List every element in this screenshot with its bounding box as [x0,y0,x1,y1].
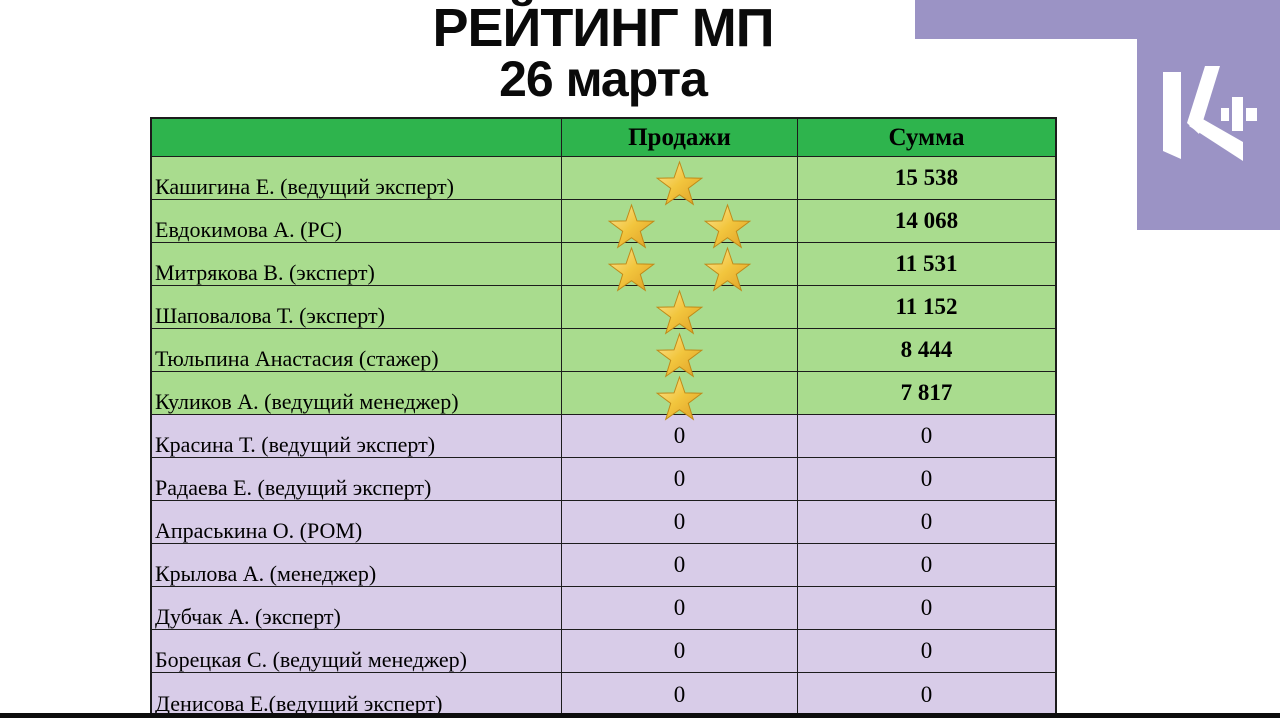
sales-cell [562,243,798,291]
employee-name: Денисова Е.(ведущий эксперт) [152,673,562,716]
star-icon [656,160,703,205]
sum-cell: 0 [798,544,1055,587]
star-icon [656,289,703,334]
sales-cell [562,157,798,205]
table-row: Красина Т. (ведущий эксперт) 0 0 [152,415,1055,458]
employee-name: Апраськина О. (РОМ) [152,501,562,544]
sum-cell: 7 817 [798,372,1055,415]
sales-cell: 0 [562,544,798,587]
table-row: Апраськина О. (РОМ) 0 0 [152,501,1055,544]
sales-cell: 0 [562,501,798,544]
top-right-decor-bar [915,0,1280,39]
sum-cell: 0 [798,415,1055,458]
sales-cell: 0 [562,458,798,501]
star-icon [608,203,655,248]
sum-cell: 0 [920,681,933,707]
employee-name: Крылова А. (менеджер) [152,544,562,587]
employee-name: Митрякова В. (эксперт) [152,243,562,286]
table-row: Шаповалова Т. (эксперт) 11 152 [152,286,1055,334]
sum-cell: 0 [798,630,1055,673]
page-title: РЕЙТИНГ МП 26 марта [148,0,1058,107]
sales-cell [562,200,798,248]
table-row: Митрякова В. (эксперт) 11 531 [152,243,1055,291]
sum-cell: 11 152 [798,286,1055,329]
header-name-cell [152,119,562,157]
table-header-row: Продажи Сумма [152,119,1055,157]
sum-cell: 0 [798,501,1055,544]
sales-cell: 0 [562,673,798,716]
star-icon [656,332,703,377]
sum-cell: 14 068 [798,200,1055,243]
employee-name: Радаева Е. (ведущий эксперт) [152,458,562,501]
sum-cell: 15 538 [798,157,1055,200]
sum-cell: 11 531 [798,243,1055,286]
header-sales-cell: Продажи [562,119,798,157]
sum-cell: 0 [798,458,1055,501]
title-line-1: РЕЙТИНГ МП [432,0,774,58]
logo-square [1137,39,1280,230]
bottom-border-line [0,713,1280,718]
star-icon [608,246,655,291]
employee-name: Борецкая С. (ведущий менеджер) [152,630,562,673]
sales-cell [562,329,798,377]
table-row: Крылова А. (менеджер) 0 0 [152,544,1055,587]
employee-name: Шаповалова Т. (эксперт) [152,286,562,329]
employee-name: Красина Т. (ведущий эксперт) [152,415,562,458]
star-icon [656,375,703,420]
table-row: Радаева Е. (ведущий эксперт) 0 0 [152,458,1055,501]
sales-cell: 0 [562,587,798,630]
table-row: Денисова Е.(ведущий эксперт) 0 0 [152,673,1055,716]
table-row: Кашигина Е. (ведущий эксперт) 15 538 [152,157,1055,205]
sales-cell: 0 [562,630,798,673]
employee-name: Куликов А. (ведущий менеджер) [152,372,562,415]
k-plus-logo-icon [1163,66,1257,161]
star-icon [704,203,751,248]
table-row: Дубчак А. (эксперт) 0 0 [152,587,1055,630]
table-row: Тюльпина Анастасия (стажер) 8 444 [152,329,1055,377]
employee-name: Кашигина Е. (ведущий эксперт) [152,157,562,200]
employee-name: Дубчак А. (эксперт) [152,587,562,630]
table-row: Евдокимова А. (РС) 14 068 [152,200,1055,248]
employee-name: Евдокимова А. (РС) [152,200,562,243]
table-row: Куликов А. (ведущий менеджер) 7 817 [152,372,1055,420]
sum-cell: 0 [798,587,1055,630]
header-sum-cell: Сумма [798,119,1055,157]
sales-cell [562,286,798,334]
star-icon [704,246,751,291]
rating-table: Продажи Сумма Кашигина Е. (ведущий экспе… [150,117,1057,718]
employee-name: Тюльпина Анастасия (стажер) [152,329,562,372]
title-line-2: 26 марта [499,51,708,107]
table-row: Борецкая С. (ведущий менеджер) 0 0 [152,630,1055,673]
sum-cell: 8 444 [798,329,1055,372]
sales-cell: 0 [562,415,798,458]
sales-cell [562,372,798,420]
